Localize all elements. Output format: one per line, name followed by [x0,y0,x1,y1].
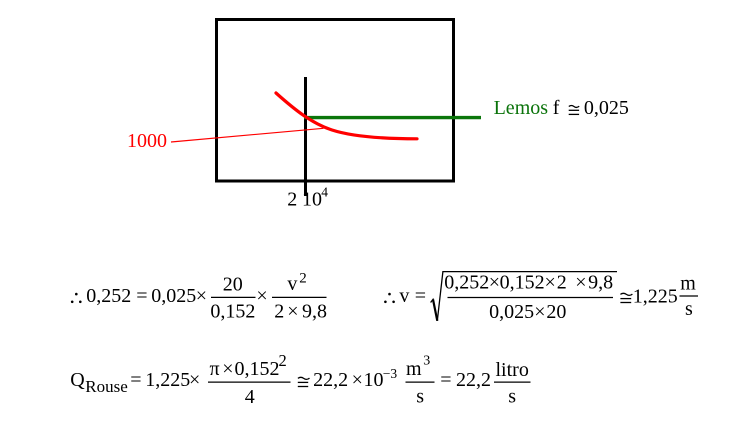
svg-text:2: 2 [287,189,297,211]
svg-text:=: = [130,369,141,391]
svg-text:=: = [440,369,451,391]
svg-text:×: × [256,285,267,307]
svg-text:3: 3 [423,354,430,369]
svg-text:=: = [415,285,426,307]
svg-text:1,225: 1,225 [633,285,678,307]
svg-text:22,2: 22,2 [456,369,491,391]
svg-text:0,025: 0,025 [151,285,196,307]
svg-text:=: = [136,285,147,307]
svg-text:0,152: 0,152 [210,301,255,323]
svg-text:9,8: 9,8 [588,271,613,293]
svg-text:s: s [685,298,693,320]
svg-text:1,225: 1,225 [145,369,190,391]
svg-text:0,252: 0,252 [86,285,131,307]
svg-text:×: × [352,369,363,391]
svg-text:22,2: 22,2 [313,369,348,391]
svg-text:20: 20 [546,301,566,323]
svg-text:×: × [222,358,233,380]
svg-text:×: × [189,369,200,391]
svg-text:×: × [489,271,500,293]
svg-text:litro: litro [496,359,529,381]
svg-text:Q: Q [70,369,85,391]
svg-text:−3: −3 [383,366,398,381]
svg-text:20: 20 [223,273,243,295]
svg-text:×: × [534,301,545,323]
svg-text:2: 2 [274,301,284,323]
svg-text:×: × [545,271,556,293]
svg-text:Lemos: Lemos [494,97,549,119]
svg-text:v: v [399,285,409,307]
svg-text:2: 2 [279,351,287,370]
svg-text:×: × [287,301,298,323]
svg-text:s: s [416,385,424,407]
svg-text:0,025: 0,025 [489,301,534,323]
svg-text:10: 10 [364,369,384,391]
svg-text:v: v [287,273,297,295]
svg-text:×: × [196,285,207,307]
svg-text:0,025: 0,025 [584,97,629,119]
svg-text:0,252: 0,252 [444,271,489,293]
svg-text:2: 2 [557,271,567,293]
svg-text:f: f [553,97,560,119]
svg-text:s: s [508,385,516,407]
svg-text:π: π [210,358,220,380]
svg-text:4: 4 [245,386,255,408]
svg-text:0,152: 0,152 [235,358,280,380]
svg-text:×: × [575,271,586,293]
svg-text:4: 4 [321,184,328,199]
svg-text:Rouse: Rouse [85,377,128,396]
svg-text:m: m [406,358,422,380]
svg-text:m: m [680,272,696,294]
svg-text:0,152: 0,152 [500,271,545,293]
svg-text:1000: 1000 [127,130,167,152]
svg-text:9,8: 9,8 [302,301,327,323]
svg-text:2: 2 [299,271,307,287]
svg-text:10: 10 [302,189,322,211]
